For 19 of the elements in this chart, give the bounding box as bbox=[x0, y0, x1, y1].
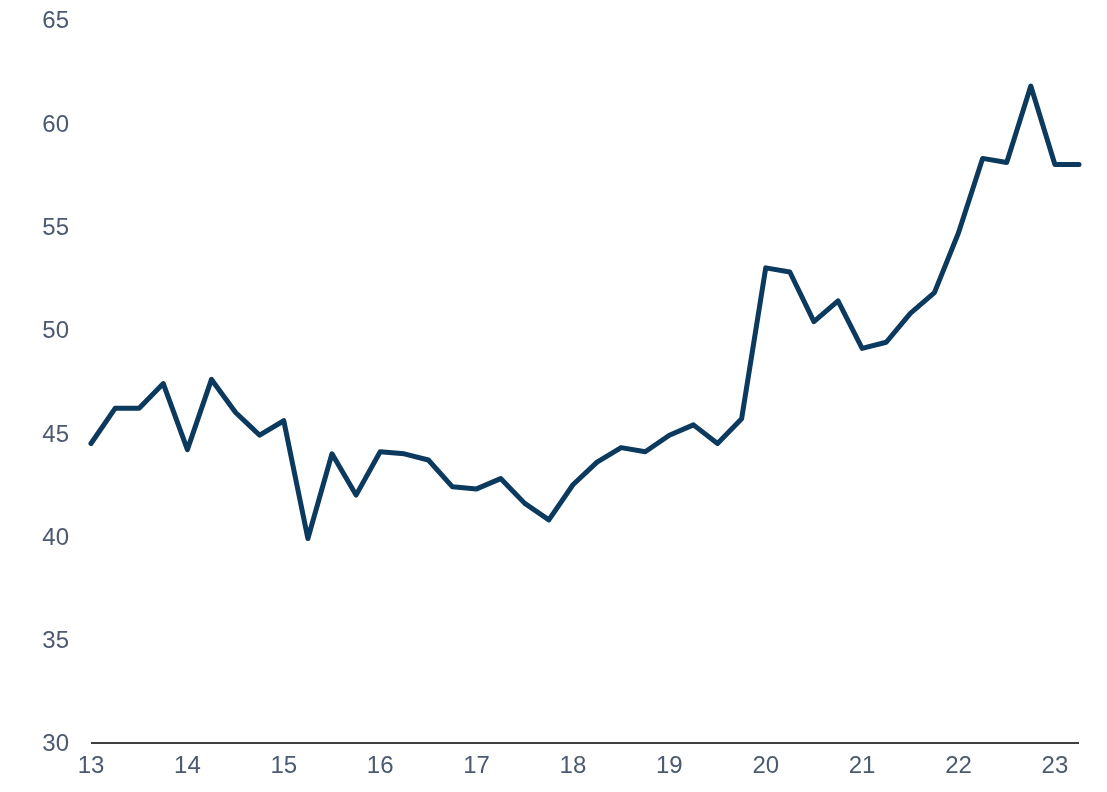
x-tick-label: 16 bbox=[366, 751, 394, 778]
x-tick-label: 23 bbox=[1041, 751, 1069, 778]
y-tick-label: 50 bbox=[42, 316, 69, 344]
x-tick-label: 19 bbox=[655, 751, 683, 778]
x-tick-label: 22 bbox=[945, 751, 972, 778]
x-tick-label: 17 bbox=[463, 751, 490, 778]
y-tick-label: 40 bbox=[42, 522, 69, 550]
x-tick-label: 14 bbox=[174, 751, 201, 778]
x-tick-label: 13 bbox=[77, 751, 105, 778]
y-tick-label: 30 bbox=[42, 729, 69, 757]
y-tick-label: 65 bbox=[42, 6, 69, 34]
y-tick-label: 35 bbox=[42, 626, 69, 654]
y-tick-label: 55 bbox=[42, 212, 69, 240]
y-tick-label: 60 bbox=[42, 109, 69, 137]
x-tick-label: 18 bbox=[559, 751, 587, 778]
x-tick-label: 20 bbox=[752, 751, 780, 778]
y-tick-label: 45 bbox=[42, 419, 69, 447]
x-tick-label: 15 bbox=[270, 751, 298, 778]
x-tick-label: 21 bbox=[848, 751, 876, 778]
